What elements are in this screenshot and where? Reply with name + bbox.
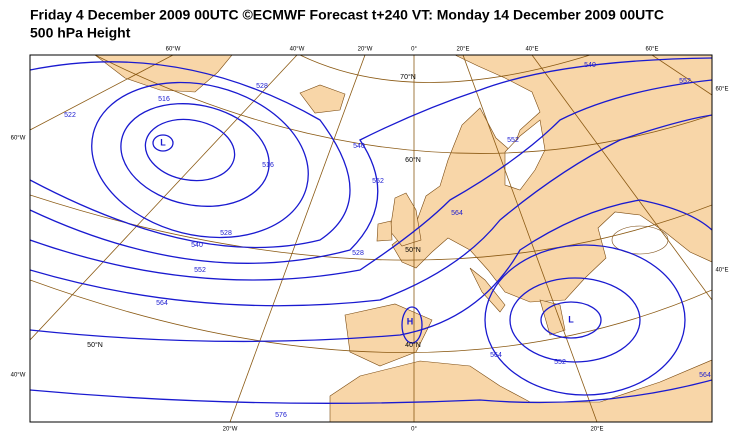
edge-label: 0°: [411, 427, 417, 433]
edge-label: 40°E: [715, 268, 728, 274]
contour-label: 552: [507, 137, 519, 144]
contour-label: 564: [490, 352, 502, 359]
latitude-label: 50°N: [87, 341, 103, 349]
edge-label: 40°E: [525, 47, 538, 53]
contour-label: 516: [262, 162, 274, 169]
map-body: [30, 55, 712, 422]
frame: [29, 54, 713, 423]
edge-label: 40°W: [290, 47, 305, 53]
contour-label: 528: [256, 83, 268, 90]
edge-label: 20°W: [358, 47, 373, 53]
pressure-center: L: [160, 137, 166, 147]
latitude-label: 70°N: [400, 73, 416, 81]
title: Friday 4 December 2009 00UTC ©ECMWF Fore…: [30, 7, 664, 23]
contour-label: 540: [584, 62, 596, 69]
contour-label: 540: [353, 143, 365, 150]
contour-label: 522: [64, 112, 76, 119]
latitude-label: 40°N: [405, 341, 421, 349]
edge-label: 20°E: [456, 47, 469, 53]
edge-label: 20°E: [590, 427, 603, 433]
subtitle: 500 hPa Height: [30, 25, 131, 41]
contour-label: 540: [191, 242, 203, 249]
edge-label: 60°E: [715, 87, 728, 93]
contour-label: 564: [156, 300, 168, 307]
contour-label: 528: [352, 250, 364, 257]
edge-label: 60°E: [645, 47, 658, 53]
edge-label: 40°W: [11, 373, 26, 379]
contour-label: 528: [220, 230, 232, 237]
pressure-center: L: [568, 314, 574, 324]
contours: [30, 57, 712, 404]
labels: 60°W 40°W 20°W 0° 20°E 40°E 60°E 60°W 40°W 60°E 40…: [11, 47, 729, 433]
contour-label: 552: [194, 267, 206, 274]
contour-label: 564: [451, 210, 463, 217]
edge-label: 60°W: [166, 47, 181, 53]
contour-label: 552: [679, 78, 691, 85]
latitude-label: 60°N: [405, 156, 421, 164]
contour-label: 564: [699, 372, 711, 379]
edge-label: 20°W: [223, 427, 238, 433]
edge-label: 60°W: [11, 136, 26, 142]
edge-label: 0°: [411, 47, 417, 53]
pressure-center: H: [407, 316, 414, 326]
contour-label: 576: [275, 412, 287, 419]
contour-label: 552: [554, 359, 566, 366]
contour-label: 552: [372, 178, 384, 185]
contour-label: 516: [158, 96, 170, 103]
latitude-label: 50°N: [405, 246, 421, 254]
